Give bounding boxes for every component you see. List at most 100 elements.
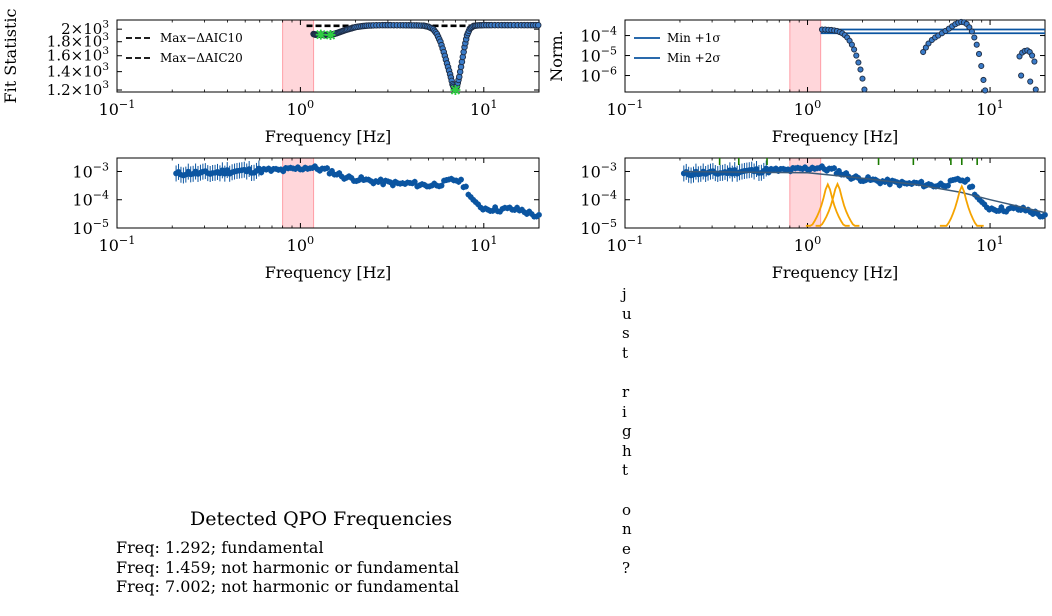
x-tick-label: 10−1 (99, 234, 136, 255)
vertical-annotation-char: j (622, 285, 627, 303)
plot-frame (624, 19, 1046, 93)
plot-frame (116, 157, 540, 229)
x-tick-label: 10−1 (607, 234, 644, 255)
peak-marker (450, 84, 461, 95)
data-point (1031, 58, 1038, 65)
highlight-band (282, 19, 315, 93)
normalised-power-plot: 10−1 100 101 10−610−510−4 Frequency [Hz] Norm… (547, 18, 1046, 146)
vertical-annotation-char (622, 481, 632, 501)
x-tick-label: 101 (470, 98, 497, 119)
vertical-annotation-char: ? (622, 559, 631, 578)
highlight-band (789, 19, 822, 93)
data-point (377, 176, 384, 183)
y-tick-label: 10−4 (580, 25, 617, 46)
x-tick-label: 10−1 (99, 98, 136, 119)
x-tick-label: 101 (976, 98, 1003, 119)
legend-label: Min +2σ (667, 51, 721, 65)
vertical-annotation-char: n (622, 520, 632, 539)
y-tick-label: 10−5 (580, 217, 617, 238)
data-point (973, 41, 980, 48)
vertical-annotation-char: s (622, 324, 630, 343)
lorentzian-component (939, 184, 984, 227)
data-point (968, 28, 975, 35)
vertical-annotation-char: h (622, 441, 632, 460)
y-tick-label: 1.8×103 (47, 31, 109, 51)
data-point (324, 165, 331, 172)
vertical-annotation-char: t (622, 461, 629, 480)
data-point (980, 76, 987, 84)
data-point (1029, 52, 1036, 59)
legend-label: Max−ΔAIC10 (160, 31, 243, 45)
data-point (857, 66, 864, 73)
y-axis-label: Fit Statistic (1, 9, 20, 104)
fit-statistic-plot: 10−1 100 101 1.2×1031.4×1031.6×1031.8×1032×… (1, 9, 542, 146)
detected-qpo-list: Freq: 1.292; fundamental Freq: 1.459; no… (116, 538, 459, 597)
peak-marker (315, 29, 326, 40)
vertical-annotation-char (622, 363, 632, 383)
x-tick-label: 100 (794, 234, 821, 255)
data-point (831, 165, 838, 172)
x-tick-label: 101 (976, 234, 1003, 255)
data-point (458, 176, 464, 183)
y-tick-label: 10−6 (580, 65, 617, 86)
vertical-annotation-char: u (622, 304, 632, 323)
data-point (536, 211, 542, 218)
power-spectrum-plot: 10−1 100 101 10−5 10−4 10−3 Frequency [Hz] (72, 157, 542, 282)
data-point (975, 50, 983, 58)
data-point (945, 182, 951, 189)
data-point (918, 178, 925, 185)
vertical-annotation-char: r (622, 382, 630, 401)
peak-marker (325, 29, 336, 40)
x-tick-label: 100 (287, 98, 314, 119)
data-point (982, 87, 989, 94)
vertical-annotation-char: i (622, 402, 627, 421)
vertical-annotation-char: g (622, 422, 632, 441)
data-point (859, 75, 866, 82)
detected-qpo-line: Freq: 7.002; not harmonic or fundamental (116, 577, 460, 596)
y-tick-label: 1.4×103 (47, 61, 109, 81)
data-point (1018, 72, 1025, 79)
legend: Min +1σ Min +2σ (634, 31, 721, 65)
x-tick-label: 100 (794, 98, 821, 119)
y-tick-label: 10−4 (580, 189, 617, 210)
data-point (1027, 78, 1034, 85)
data-point (438, 182, 445, 189)
power-spectrum-model-plot: 10−1 100 101 10−5 10−4 10−3 Frequency [Hz] (580, 157, 1048, 282)
data-point (855, 59, 862, 66)
data-point (964, 176, 971, 183)
vertical-annotation-char: t (622, 343, 629, 362)
data-point (1042, 211, 1048, 218)
data-point (853, 52, 860, 59)
data-point (1032, 86, 1039, 93)
y-tick-label: 10−3 (580, 160, 617, 181)
data-point (848, 41, 855, 48)
data-point (978, 62, 985, 70)
data-point (971, 34, 978, 41)
x-axis-label: Frequency [Hz] (265, 127, 392, 146)
x-tick-label: 10−1 (607, 98, 644, 119)
data-point (411, 178, 418, 185)
lorentzian-component (805, 182, 850, 227)
y-tick-label: 2×103 (61, 18, 109, 38)
lorentzian-component (815, 181, 860, 227)
data-point (851, 46, 858, 53)
legend: Max−ΔAIC10 Max−ΔAIC20 (126, 31, 243, 65)
data-point (534, 21, 542, 29)
y-tick-label: 10−5 (72, 217, 109, 238)
x-axis-label: Frequency [Hz] (265, 263, 392, 282)
vertical-annotation-char: e (622, 539, 631, 558)
plot-frame (116, 19, 540, 93)
y-tick-label: 1.2×103 (47, 79, 109, 99)
x-axis-label: Frequency [Hz] (772, 263, 899, 282)
data-point (920, 48, 927, 56)
x-tick-label: 101 (470, 234, 497, 255)
y-tick-label: 10−4 (72, 189, 109, 210)
y-axis-label: Norm. (547, 30, 566, 82)
detected-qpo-line: Freq: 1.292; fundamental (116, 538, 324, 557)
legend-label: Max−ΔAIC20 (160, 51, 243, 65)
data-point (969, 183, 976, 190)
x-axis-label: Frequency [Hz] (772, 127, 899, 146)
data-point (861, 86, 868, 93)
